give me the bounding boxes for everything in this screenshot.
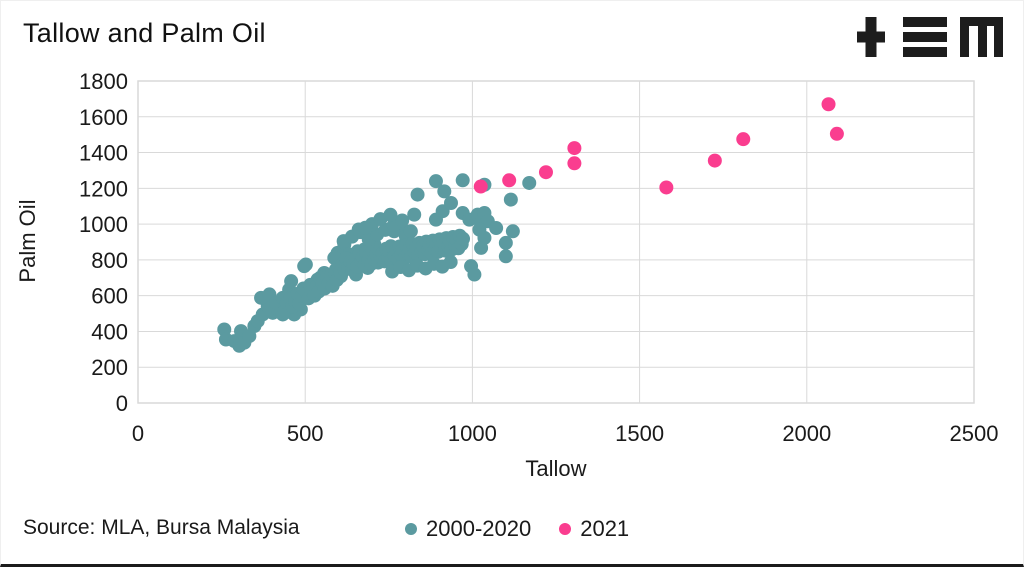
scatter-point	[428, 174, 443, 189]
scatter-point	[736, 132, 751, 147]
scatter-point	[498, 235, 513, 250]
scatter-point	[403, 224, 418, 239]
legend-dot-2000-2020	[405, 523, 417, 535]
scatter-point	[567, 141, 582, 156]
y-tick-label: 1600	[79, 105, 128, 130]
scatter-point	[410, 187, 425, 202]
scatter-point	[522, 175, 537, 190]
scatter-point	[298, 257, 313, 272]
y-axis-title: Palm Oil	[15, 199, 40, 283]
scatter-point	[505, 224, 520, 239]
scatter-point	[498, 249, 513, 264]
legend-label-2021: 2021	[580, 516, 630, 541]
legend-item-2021: 2021	[559, 516, 629, 542]
scatter-point	[437, 184, 452, 199]
scatter-point	[456, 231, 471, 246]
x-tick-label: 0	[132, 421, 144, 446]
tem-logo-icon	[857, 17, 1003, 57]
scatter-plot: 0 500 1000 1500 2000 2500 0 200 400 600 800 1000 120…	[79, 69, 999, 446]
scatter-point	[443, 255, 458, 270]
scatter-point	[383, 207, 398, 222]
footer-row: Source: MLA, Bursa Malaysia 2000-2020 20…	[1, 506, 1023, 546]
legend-dot-2021	[559, 523, 572, 535]
y-tick-label: 200	[91, 355, 128, 380]
logo-m-glyph	[960, 17, 1003, 57]
y-tick-label: 0	[116, 391, 128, 416]
tem-logo	[857, 16, 1003, 58]
scatter-point	[567, 156, 582, 171]
scatter-point	[489, 221, 504, 236]
y-tick-label: 400	[91, 319, 128, 344]
logo-plus-horizontal	[857, 31, 885, 43]
y-tick-label: 800	[91, 248, 128, 273]
scatter-point	[473, 179, 488, 194]
logo-bar-top	[903, 17, 947, 27]
scatter-point	[358, 220, 373, 235]
scatter-point	[821, 97, 836, 112]
logo-bar-bottom	[903, 47, 947, 57]
scatter-point	[503, 192, 518, 207]
plot-border	[137, 80, 975, 404]
y-tick-label: 1400	[79, 141, 128, 166]
scatter-point	[502, 173, 517, 188]
scatter-point	[829, 126, 844, 141]
series-2000-2020	[217, 173, 537, 353]
y-tick-label: 1800	[79, 69, 128, 94]
logo-bar-middle	[903, 32, 947, 42]
y-tick-label: 1200	[79, 176, 128, 201]
x-tick-label: 500	[287, 421, 324, 446]
legend: 2000-2020 2021	[405, 516, 629, 542]
scatter-point	[659, 180, 674, 195]
legend-item-2000-2020: 2000-2020	[405, 516, 531, 542]
scatter-point	[407, 207, 422, 222]
x-axis-title: Tallow	[525, 456, 587, 481]
scatter-point	[538, 165, 553, 180]
x-tick-label: 1000	[448, 421, 497, 446]
y-tick-label: 600	[91, 284, 128, 309]
x-tick-label: 1500	[615, 421, 664, 446]
scatter-point	[395, 213, 410, 228]
scatter-point	[467, 267, 482, 282]
scatter-point	[443, 196, 458, 211]
scatter-point	[455, 173, 470, 188]
y-tick-label: 1000	[79, 212, 128, 237]
scatter-point	[477, 230, 492, 245]
x-tick-label: 2500	[950, 421, 999, 446]
x-tick-label: 2000	[782, 421, 831, 446]
series-2021	[473, 97, 844, 195]
source-note: Source: MLA, Bursa Malaysia	[23, 516, 300, 539]
chart-title: Tallow and Palm Oil	[23, 18, 266, 48]
legend-label-2000-2020: 2000-2020	[426, 516, 532, 541]
scatter-point	[707, 153, 722, 168]
scatter-point	[284, 274, 299, 289]
